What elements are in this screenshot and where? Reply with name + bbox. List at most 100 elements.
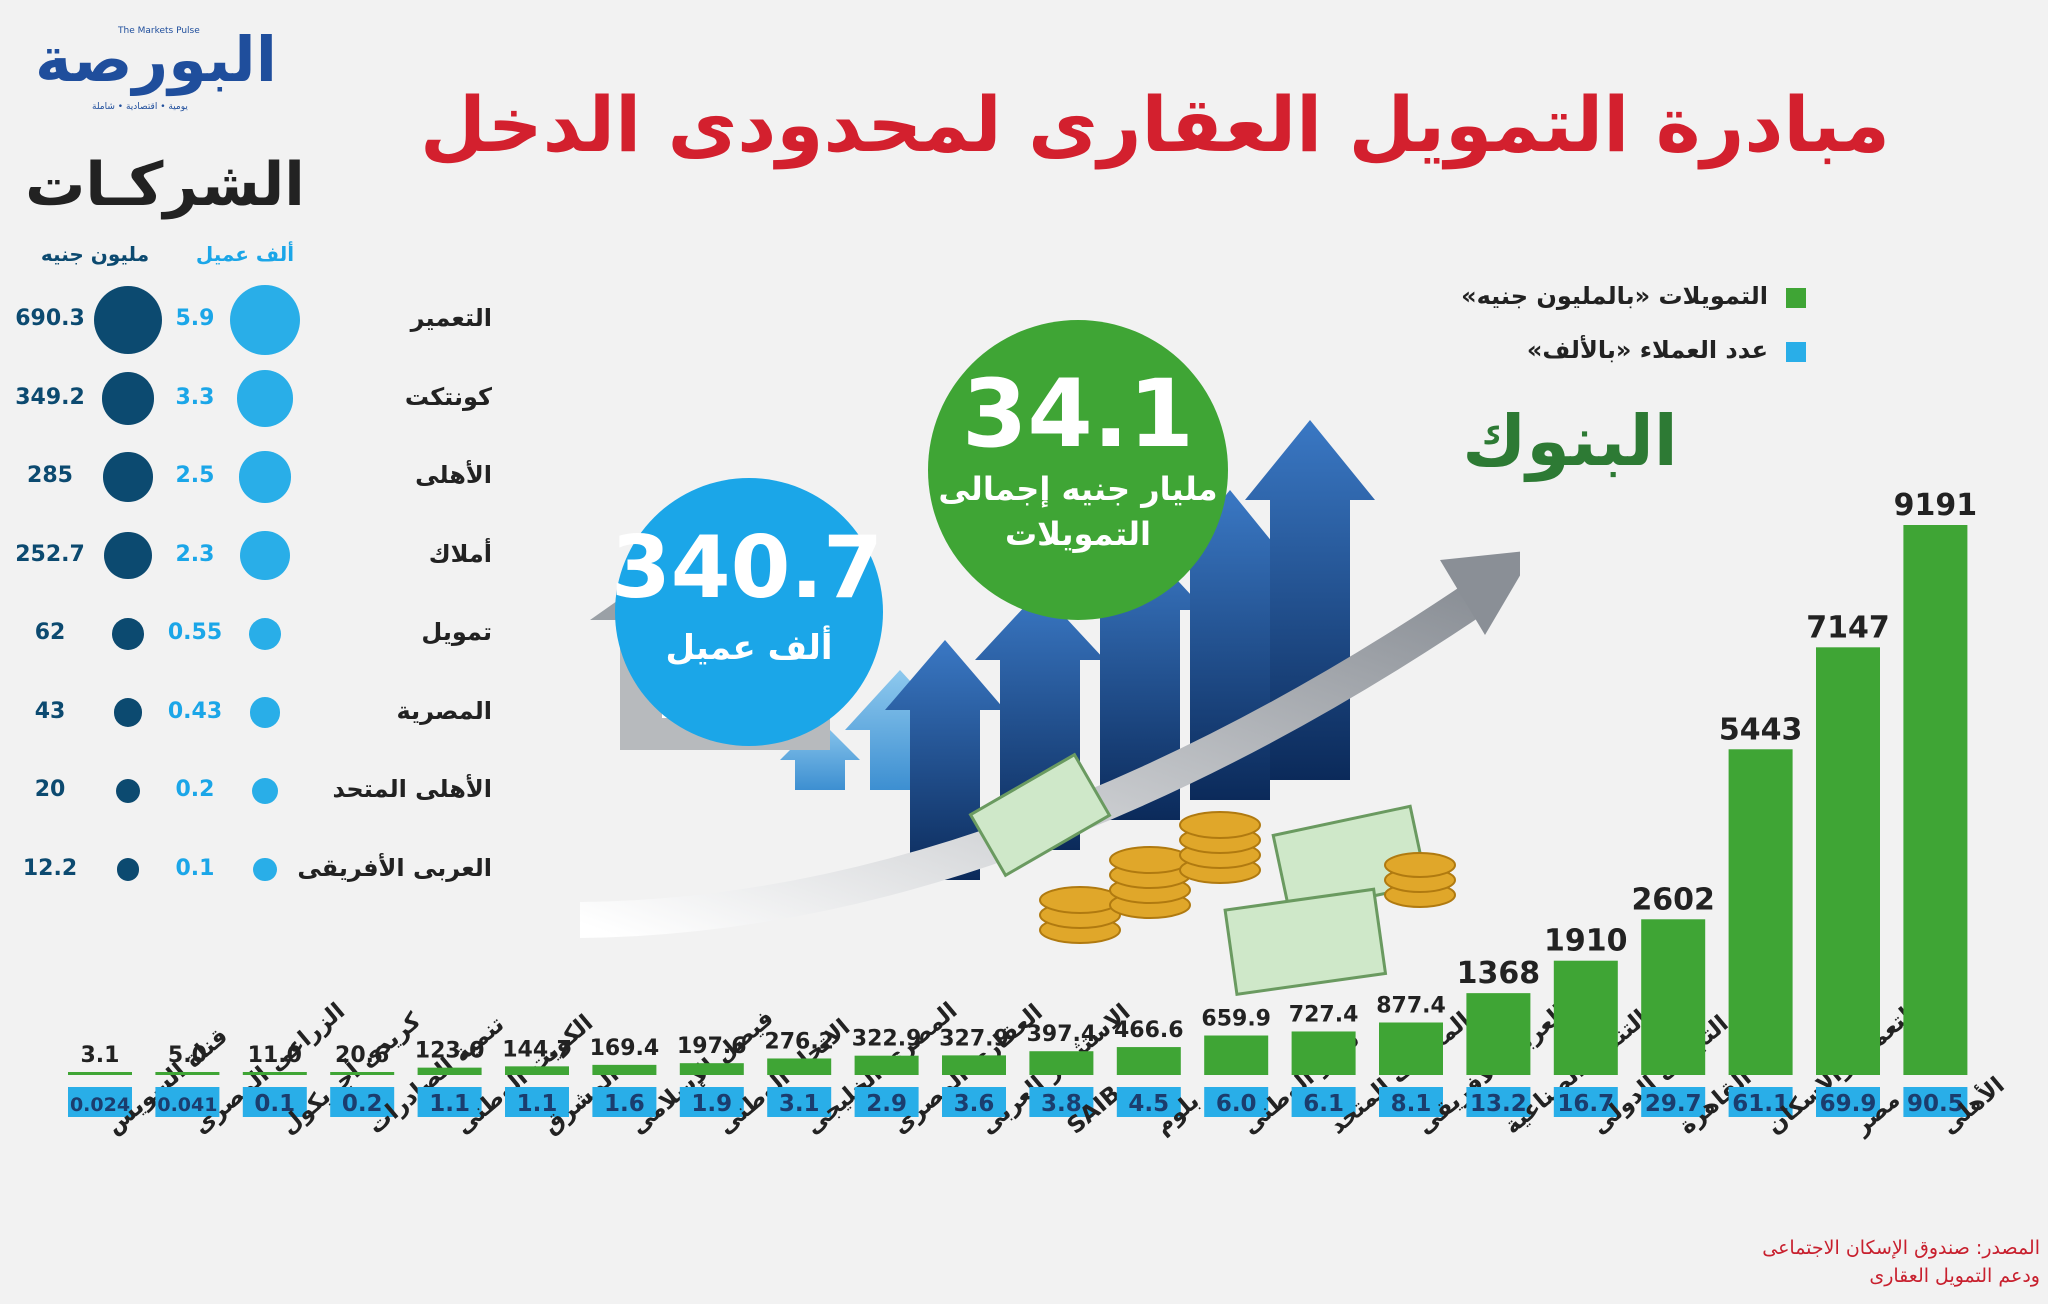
clients-total-circle: 340.7 ألف عميل (610, 478, 883, 746)
clients-bubble (249, 697, 281, 728)
finance-total-label-line2: التمويلات (1004, 515, 1152, 553)
million-bubble (115, 778, 141, 804)
finance-bar (330, 1072, 395, 1075)
clients-value: 2.5 (175, 463, 215, 488)
finance-bar (1641, 919, 1706, 1075)
clients-box (1379, 1087, 1443, 1117)
clients-bubble (239, 451, 291, 503)
finance-bar (1116, 1047, 1181, 1075)
clients-value-label: 61.1 (1732, 1091, 1789, 1117)
finance-value-label: 5443 (1719, 712, 1803, 747)
illustration (580, 420, 1520, 996)
million-bubble (112, 618, 144, 650)
banks-heading: البنوك (1462, 400, 1678, 482)
finance-value-label: 1368 (1457, 956, 1541, 991)
million-value: 20 (34, 777, 66, 802)
finance-total-circle: 34.1 مليار جنيه إجمالى التمويلات (928, 320, 1228, 620)
clients-value-label: 6.0 (1216, 1091, 1257, 1117)
company-name: تمويل (421, 618, 492, 646)
million-value: 252.7 (15, 541, 85, 567)
million-bubble (113, 698, 143, 727)
finance-value-label: 2602 (1631, 882, 1715, 917)
legend-clients: عدد العملاء «بالألف» (1526, 336, 1806, 364)
logo-subtitle: The Markets Pulse (118, 26, 200, 36)
clients-box (854, 1087, 919, 1117)
legend-clients-swatch (1786, 342, 1806, 362)
million-value: 43 (34, 698, 66, 724)
logo-tagline: يومية • اقتصادية • شاملة (92, 102, 188, 112)
finance-value-label: 877.4 (1376, 993, 1446, 1018)
clients-value: 0.55 (167, 620, 223, 645)
clients-bubble (248, 617, 282, 651)
million-bubble (101, 372, 155, 425)
clients-box (942, 1087, 1006, 1117)
page-title: مبادرة التمويل العقارى لمحدودى الدخل (420, 80, 1890, 169)
clients-value: 0.2 (175, 777, 215, 802)
finance-bar (1466, 993, 1531, 1075)
finance-value-label: 3.1 (81, 1043, 120, 1068)
finance-value-label: 1910 (1544, 924, 1628, 959)
finance-bar (1903, 525, 1968, 1075)
finance-value-label: 7147 (1806, 610, 1890, 645)
clients-value: 2.3 (175, 541, 215, 567)
million-value: 12.2 (22, 855, 78, 881)
finance-bar (68, 1072, 132, 1075)
finance-value-label: 197.6 (677, 1034, 747, 1059)
clients-box (155, 1087, 220, 1117)
source-line1: المصدر: صندوق الإسكان الاجتماعى (1762, 1237, 2040, 1259)
clients-bubble (253, 857, 277, 881)
clients-box (1466, 1087, 1531, 1117)
clients-box (1816, 1087, 1880, 1117)
clients-box (1029, 1087, 1094, 1117)
clients-box (505, 1087, 569, 1117)
clients-value-label: 90.5 (1907, 1091, 1964, 1117)
clients-value-label: 8.1 (1391, 1091, 1432, 1117)
clients-box (679, 1087, 744, 1117)
company-name: كونتكت (404, 382, 492, 411)
clients-value: 0.43 (167, 698, 223, 724)
clients-value-label: 1.1 (429, 1091, 470, 1117)
source-line2: ودعم التمويل العقارى (1869, 1265, 2040, 1287)
legend-clients-label: عدد العملاء «بالألف» (1526, 336, 1768, 364)
finance-total-value: 34.1 (962, 360, 1194, 469)
finance-bar (854, 1055, 919, 1075)
clients-value: 3.3 (175, 384, 215, 410)
million-bubble (103, 452, 153, 502)
clients-box (767, 1087, 832, 1117)
finance-value-label: 727.4 (1289, 1002, 1359, 1027)
clients-box (1728, 1087, 1793, 1117)
finance-value-label: 276.2 (764, 1029, 834, 1054)
finance-bar (679, 1063, 744, 1075)
million-bubble (104, 531, 152, 580)
clients-bubble (252, 778, 278, 804)
clients-box (592, 1087, 657, 1117)
source-note: المصدر: صندوق الإسكان الاجتماعى ودعم الت… (1720, 1234, 2040, 1290)
trend-arrow-head (1440, 551, 1520, 635)
million-bubble (116, 858, 140, 881)
finance-value-label: 123.0 (415, 1039, 485, 1064)
finance-value-label: 466.6 (1114, 1018, 1184, 1043)
finance-value-label: 20.6 (335, 1043, 389, 1068)
clients-box (68, 1087, 132, 1117)
clients-value-label: 3.6 (954, 1091, 995, 1117)
finance-value-label: 659.9 (1201, 1007, 1271, 1032)
clients-value-label: 69.9 (1820, 1091, 1877, 1117)
finance-bar (242, 1072, 307, 1075)
clients-value-label: 0.041 (157, 1094, 217, 1116)
finance-bar (767, 1058, 832, 1075)
clients-value-label: 1.6 (604, 1091, 645, 1117)
finance-value-label: 5.0 (168, 1043, 207, 1068)
finance-bar (592, 1064, 657, 1075)
clients-value-label: 2.9 (866, 1091, 907, 1117)
clients-value-label: 4.5 (1128, 1091, 1169, 1117)
clients-value: 0.1 (175, 855, 215, 881)
finance-bar (1379, 1022, 1443, 1075)
clients-value-label: 13.2 (1470, 1091, 1527, 1117)
finance-value-label: 327.9 (939, 1026, 1009, 1051)
clients-total-value: 340.7 (610, 518, 883, 618)
clients-value-label: 6.1 (1303, 1091, 1344, 1117)
clients-box (1553, 1087, 1618, 1117)
finance-bar (942, 1055, 1006, 1075)
clients-value-label: 16.7 (1557, 1091, 1614, 1117)
